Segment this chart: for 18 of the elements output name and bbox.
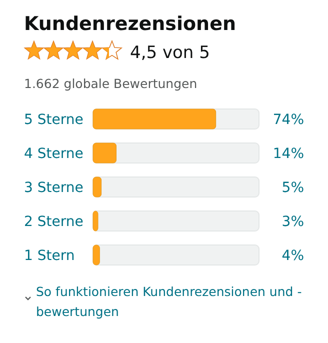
data-label: 14%: [272, 146, 304, 162]
data-label: 5%: [282, 180, 304, 196]
bar: [92, 244, 100, 266]
text: 1.662 globale Bewertungen: [24, 76, 198, 91]
data-label: 4%: [282, 248, 304, 264]
data-label: 3%: [282, 214, 304, 230]
bar: [92, 210, 98, 232]
chart-subtitle: 4,5 von 5: [130, 43, 210, 63]
y-tick-label: 2 Sterne: [24, 214, 84, 230]
chart-title: Kundenrezensionen: [24, 13, 236, 35]
y-tick-label: 1 Stern: [24, 248, 75, 264]
text: So funktionieren Kundenrezensionen und -bewertungen: [36, 284, 302, 319]
y-tick-label: 3 Sterne: [24, 180, 84, 196]
data-label: 74%: [272, 112, 304, 128]
bar: [92, 142, 116, 164]
bar: [92, 176, 102, 198]
y-tick-label: 4 Sterne: [24, 146, 84, 162]
y-tick-label: 5 Sterne: [24, 112, 84, 128]
